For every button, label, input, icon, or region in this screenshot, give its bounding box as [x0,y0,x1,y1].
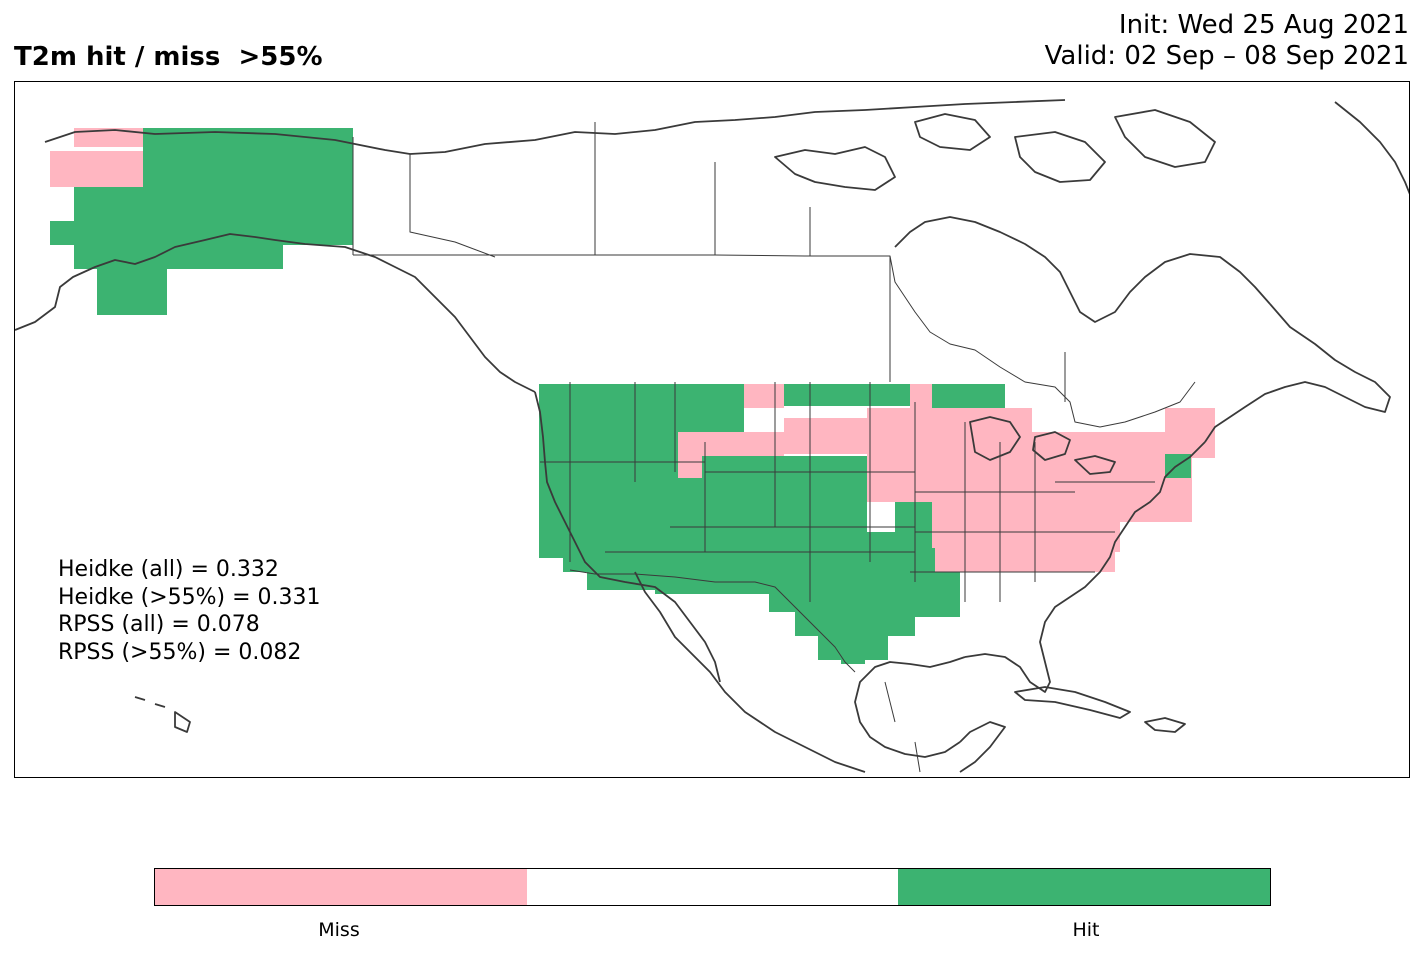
map-canvas [15,99,1409,773]
score-heidke-all: Heidke (all) = 0.332 [58,557,279,582]
cell-miss [870,454,895,502]
border-us-mexico [569,569,856,673]
coastline-cuba [1014,686,1131,719]
border-mexico-states [884,681,921,773]
cell-hit [769,590,931,612]
init-date: Init: Wed 25 Aug 2021 [1118,10,1409,40]
map-title: T2m hit / miss >55% [14,42,323,72]
coastline-hawaii [134,696,191,733]
cell-hit [143,128,353,245]
coastline-alaska [15,233,536,393]
coastline-arctic [409,99,1066,155]
cell-miss [744,384,784,408]
coastline-east [964,441,1206,693]
colorbar-label-miss: Miss [318,919,360,941]
colorbar-hit-segment [898,869,1271,905]
cell-hit [841,636,865,664]
coastline-hispaniola [1144,717,1186,733]
border-us-states [540,382,1155,602]
cell-miss [678,432,784,456]
coastline-west [534,391,721,683]
colorbar-none-segment [526,869,899,905]
cell-hit [932,384,1005,408]
date-info: Init: Wed 25 Aug 2021 Valid: 02 Sep – 08… [1045,10,1409,72]
cell-miss [1110,522,1120,552]
coastline-alaska-north [44,129,411,155]
cell-miss [50,151,143,187]
map-panel [14,81,1410,778]
coastline-great-lakes [969,416,1116,475]
colorbar [154,868,1271,906]
cell-miss [784,418,870,454]
cell-hit [910,572,960,617]
coastlines [15,99,1409,773]
cell-hit [74,187,143,245]
coastline-arctic-islands [774,109,1216,191]
cell-hit [702,456,867,502]
cell-miss [74,128,143,147]
cell-miss [1165,408,1215,458]
cell-hit [50,221,74,245]
cell-hit [784,384,932,406]
border-canada-provinces [409,122,1066,402]
score-rpss-all: RPSS (all) = 0.078 [58,612,260,637]
cell-miss [1055,522,1115,562]
colorbar-miss-segment [155,869,527,905]
coastline-baja [634,571,866,773]
score-rpss-55: RPSS (>55%) = 0.082 [58,639,302,665]
coastline-yucatan [959,721,1006,773]
borders [352,122,1196,773]
cell-hit [97,269,167,315]
border-us-canada [353,254,1196,428]
cell-miss [678,456,702,478]
coastline-labrador [1204,303,1391,443]
skill-scores: Heidke (all) = 0.332 Heidke (>55%) = 0.3… [58,556,321,666]
score-heidke-55: Heidke (>55%) = 0.331 [58,584,321,610]
coastline-greenland [1334,101,1409,195]
valid-range: Valid: 02 Sep – 08 Sep 2021 [1044,41,1409,71]
colorbar-label-hit: Hit [1072,919,1100,941]
cell-hit [795,612,915,636]
coastline-gulf [854,656,966,758]
coastline-hudson-bay [894,216,1271,323]
